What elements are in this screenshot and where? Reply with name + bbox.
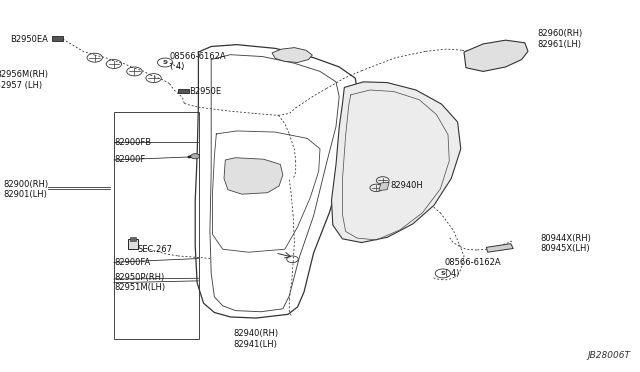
Text: SEC.267: SEC.267 xyxy=(138,245,173,254)
Text: B2950E: B2950E xyxy=(189,87,221,96)
Polygon shape xyxy=(379,182,389,190)
Text: 08566-6162A
( 4): 08566-6162A ( 4) xyxy=(170,52,226,71)
Text: 82900(RH)
82901(LH): 82900(RH) 82901(LH) xyxy=(3,180,48,199)
Polygon shape xyxy=(464,40,528,71)
Polygon shape xyxy=(224,158,283,194)
Circle shape xyxy=(191,154,200,159)
Text: JB28006T: JB28006T xyxy=(588,351,630,360)
Polygon shape xyxy=(178,89,189,93)
Text: 82940(RH)
82941(LH): 82940(RH) 82941(LH) xyxy=(234,329,278,349)
Text: S: S xyxy=(440,271,445,276)
Text: B2950EA: B2950EA xyxy=(10,35,48,44)
Text: 82960(RH)
82961(LH): 82960(RH) 82961(LH) xyxy=(538,29,583,49)
Text: B2956M(RH)
B2957 (LH): B2956M(RH) B2957 (LH) xyxy=(0,70,48,90)
Text: 08566-6162A
( 4): 08566-6162A ( 4) xyxy=(445,258,501,278)
Polygon shape xyxy=(128,239,138,249)
Text: 82940H: 82940H xyxy=(390,182,423,190)
Text: 82900FA: 82900FA xyxy=(114,258,150,267)
Text: 82900F: 82900F xyxy=(114,155,145,164)
Text: 80944X(RH)
80945X(LH): 80944X(RH) 80945X(LH) xyxy=(541,234,591,253)
Polygon shape xyxy=(52,36,63,41)
Text: 82900FB: 82900FB xyxy=(114,138,151,147)
Text: 82950P(RH)
82951M(LH): 82950P(RH) 82951M(LH) xyxy=(114,273,165,292)
Polygon shape xyxy=(332,82,461,243)
Polygon shape xyxy=(272,48,312,62)
Polygon shape xyxy=(130,237,136,241)
Polygon shape xyxy=(486,244,513,252)
Text: S: S xyxy=(163,60,168,65)
